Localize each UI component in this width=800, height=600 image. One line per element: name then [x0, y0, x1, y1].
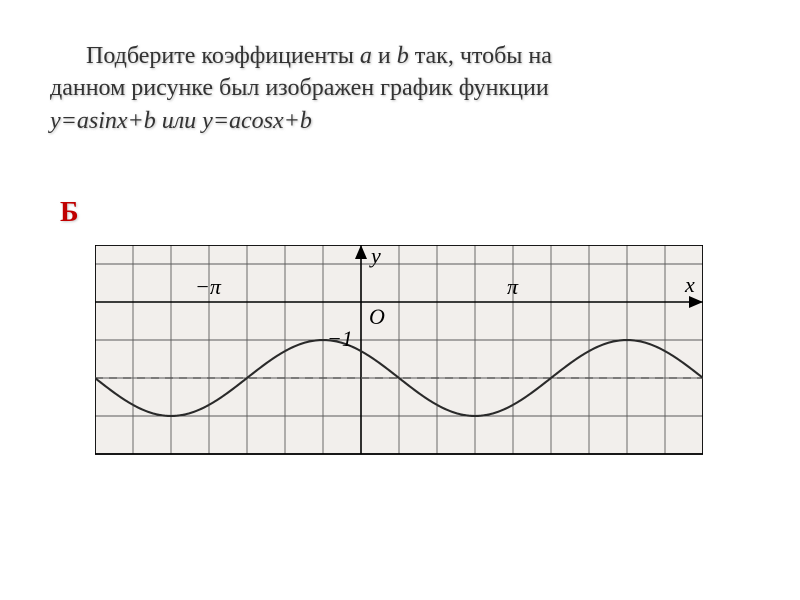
- svg-text:π: π: [507, 274, 519, 299]
- svg-text:y: y: [369, 245, 381, 268]
- t-and: и: [378, 43, 397, 69]
- chart: y Ox −1 −π π: [95, 245, 703, 460]
- chart-svg: y Ox −1 −π π: [95, 245, 703, 455]
- t-line1-prefix: Подберите коэффициенты: [86, 43, 360, 69]
- svg-text:−1: −1: [327, 326, 353, 351]
- svg-text:−π: −π: [195, 274, 222, 299]
- t-a: а: [360, 43, 372, 69]
- svg-text:O: O: [369, 304, 385, 329]
- variant-label: Б: [60, 197, 79, 229]
- t-line1-suffix: так, чтобы на: [415, 43, 552, 69]
- t-line2: данном рисунке был изображен график функ…: [50, 75, 549, 101]
- t-b: b: [397, 43, 409, 69]
- slide: Подберите коэффициенты а и b так, чтобы …: [0, 0, 800, 600]
- svg-text:x: x: [684, 272, 695, 297]
- task-text: Подберите коэффициенты а и b так, чтобы …: [50, 40, 750, 137]
- t-formula: y=asinx+b или y=acosx+b: [50, 108, 312, 134]
